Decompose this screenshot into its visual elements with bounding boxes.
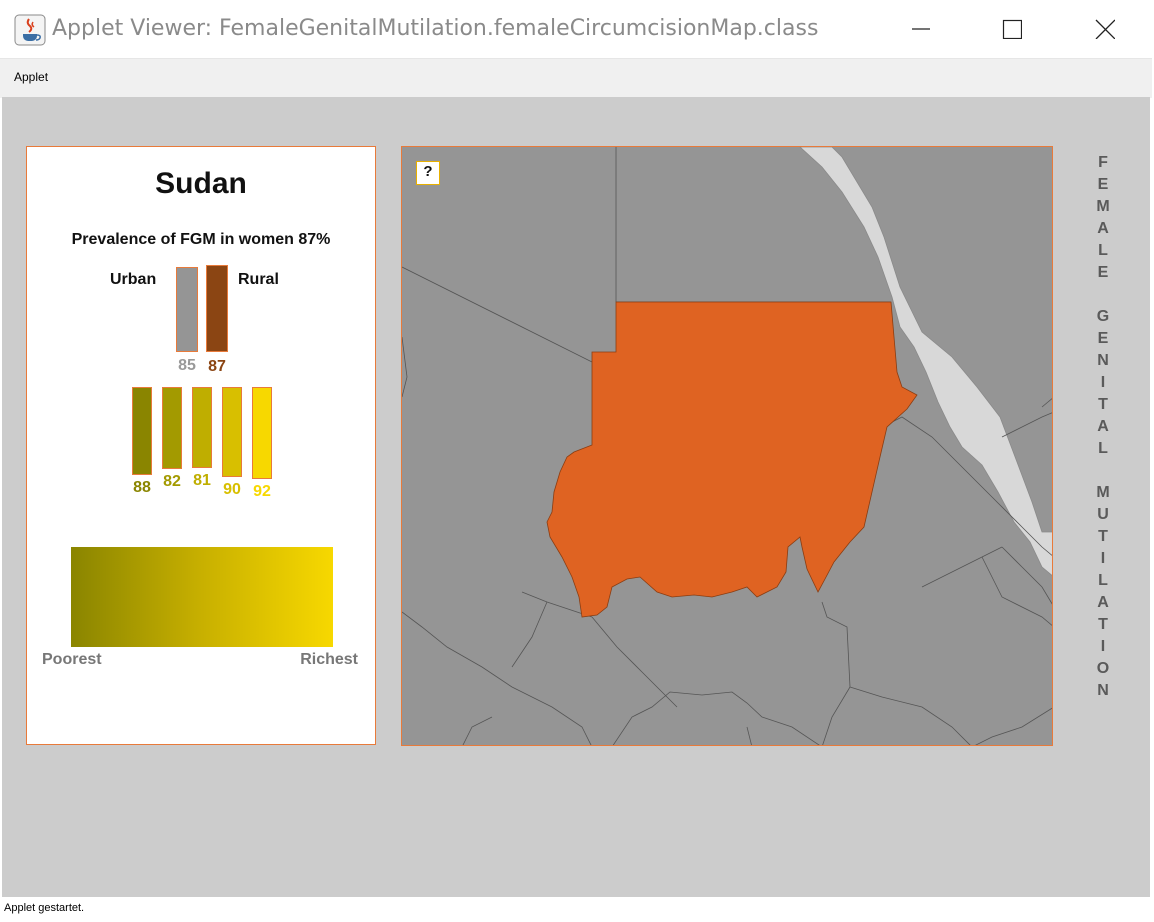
close-button[interactable] xyxy=(1082,0,1128,58)
country-name: Sudan xyxy=(155,167,247,200)
urban-label: Urban xyxy=(110,271,157,288)
red-sea xyxy=(799,147,1052,576)
vertical-title-letter: A xyxy=(1097,594,1109,611)
vertical-title-letter: E xyxy=(1097,330,1109,347)
wealth-value: 88 xyxy=(133,479,151,496)
vertical-title-letter: A xyxy=(1097,220,1109,237)
urban-value: 85 xyxy=(178,357,196,374)
vertical-title-letter: T xyxy=(1098,528,1108,545)
minimize-button[interactable] xyxy=(897,0,943,58)
menu-applet[interactable]: Applet xyxy=(14,70,49,84)
wealth-bar xyxy=(132,387,152,475)
vertical-title-letter: N xyxy=(1097,682,1109,699)
rural-value: 87 xyxy=(208,358,226,375)
wealth-value: 81 xyxy=(193,472,211,489)
wealth-bar xyxy=(192,387,212,468)
richest-label: Richest xyxy=(300,651,358,668)
vertical-title-letter: M xyxy=(1096,484,1110,501)
rural-bar xyxy=(206,265,228,352)
minimize-icon xyxy=(912,28,930,30)
window-titlebar: Applet Viewer: FemaleGenitalMutilation.f… xyxy=(0,0,1154,58)
vertical-title-letter: A xyxy=(1097,418,1109,435)
wealth-bar xyxy=(162,387,182,469)
sudan-region xyxy=(546,301,918,618)
vertical-title-gap xyxy=(1092,460,1114,482)
wealth-value: 92 xyxy=(253,483,271,500)
vertical-title-letter: M xyxy=(1096,198,1110,215)
vertical-title-letter: I xyxy=(1100,374,1106,391)
prevalence-text: Prevalence of FGM in women 87% xyxy=(71,231,331,248)
wealth-value: 82 xyxy=(163,473,181,490)
vertical-title-letter: E xyxy=(1097,176,1109,193)
vertical-title-letter: E xyxy=(1097,264,1109,281)
vertical-title-letter: F xyxy=(1098,154,1108,171)
help-button[interactable]: ? xyxy=(416,161,440,185)
vertical-title-letter: L xyxy=(1098,440,1108,457)
rural-label: Rural xyxy=(238,271,279,288)
close-icon xyxy=(1095,19,1115,39)
window-edge xyxy=(1152,0,1154,922)
vertical-title-letter: N xyxy=(1097,352,1109,369)
status-text: Applet gestartet. xyxy=(4,902,85,914)
urban-bar xyxy=(176,267,198,352)
vertical-title-letter: I xyxy=(1100,550,1106,567)
country-info-panel: Sudan Prevalence of FGM in women 87% Urb… xyxy=(26,146,376,745)
vertical-title-letter: O xyxy=(1096,660,1110,677)
vertical-title-letter: G xyxy=(1096,308,1110,325)
wealth-bar xyxy=(252,387,272,479)
vertical-title-letter: I xyxy=(1100,638,1106,655)
wealth-gradient-legend xyxy=(71,547,333,647)
africa-map xyxy=(402,147,1052,745)
java-icon xyxy=(14,14,46,46)
wealth-bar xyxy=(222,387,242,477)
vertical-title-letter: U xyxy=(1097,506,1109,523)
vertical-title-letter: L xyxy=(1098,572,1108,589)
vertical-title-letter: T xyxy=(1098,396,1108,413)
window-title: Applet Viewer: FemaleGenitalMutilation.f… xyxy=(52,16,819,41)
map-panel[interactable]: ? xyxy=(401,146,1053,746)
status-bar: Applet gestartet. xyxy=(0,897,1154,922)
menu-bar: Applet xyxy=(0,58,1154,98)
vertical-title-letter: T xyxy=(1098,616,1108,633)
maximize-icon xyxy=(1002,19,1022,39)
vertical-title-letter: L xyxy=(1098,242,1108,259)
wealth-value: 90 xyxy=(223,481,241,498)
vertical-title-gap xyxy=(1092,284,1114,306)
poorest-label: Poorest xyxy=(42,651,102,668)
maximize-button[interactable] xyxy=(989,0,1035,58)
